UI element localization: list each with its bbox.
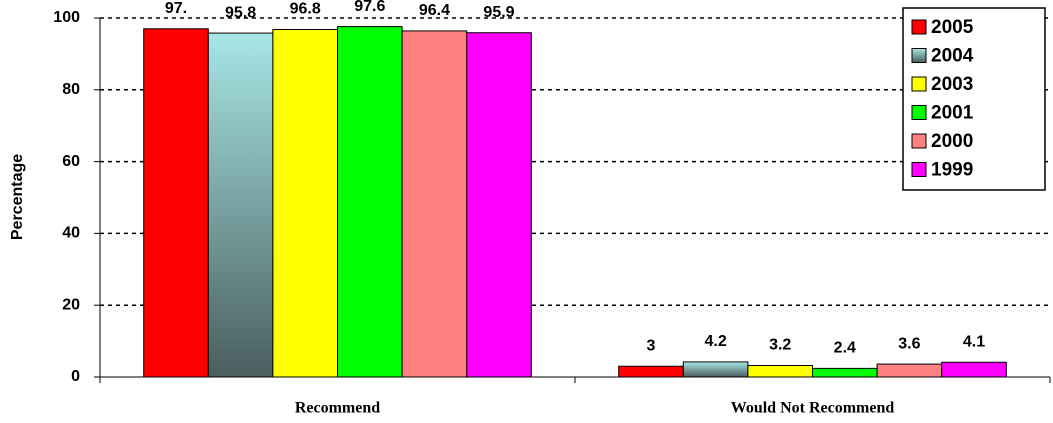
data-label: 2.4 (834, 340, 856, 357)
data-label: 4.1 (963, 333, 985, 350)
legend-label: 2000 (931, 131, 973, 152)
y-tick-label: 60 (62, 153, 80, 170)
bar (337, 26, 403, 378)
legend-swatch (911, 48, 927, 63)
bar (941, 361, 1007, 378)
bar (876, 363, 943, 378)
y-tick-label: 0 (71, 368, 80, 385)
legend-swatch (911, 19, 927, 35)
y-tick-label: 40 (62, 225, 80, 242)
bar (272, 28, 338, 378)
data-label: 3.6 (898, 335, 920, 352)
legend-swatch (911, 105, 927, 120)
data-label: 95.8 (225, 4, 256, 21)
bar (401, 30, 468, 378)
legend-label: 2003 (931, 74, 973, 95)
legend-label: 2001 (931, 103, 974, 124)
legend-box (902, 7, 1046, 191)
bar (682, 361, 749, 378)
data-label: 3 (647, 337, 656, 354)
bar (747, 365, 814, 378)
x-tick-label: Would Not Recommend (731, 400, 895, 417)
y-tick-label: 80 (62, 81, 80, 98)
data-label: 3.2 (769, 337, 791, 354)
x-tick-label: Recommend (295, 400, 380, 417)
data-label: 97.6 (354, 0, 385, 15)
data-label: 97. (165, 0, 187, 17)
bar (618, 365, 684, 378)
data-label: 96.4 (419, 2, 450, 19)
bar (812, 367, 878, 378)
legend-swatch (911, 162, 927, 177)
y-tick-label: 100 (53, 9, 80, 26)
y-axis-title: Percentage (9, 154, 26, 240)
data-label: 95.9 (483, 4, 514, 21)
data-label: 4.2 (704, 333, 726, 350)
legend-label: 2004 (931, 46, 974, 67)
legend-label: 1999 (931, 160, 973, 181)
bar (207, 32, 274, 378)
bar (466, 32, 532, 378)
data-label: 96.8 (290, 1, 321, 18)
legend-swatch (911, 133, 927, 149)
legend-swatch (911, 76, 927, 92)
y-tick-label: 20 (62, 296, 80, 313)
legend-label: 2005 (931, 17, 974, 38)
bar (143, 28, 209, 378)
